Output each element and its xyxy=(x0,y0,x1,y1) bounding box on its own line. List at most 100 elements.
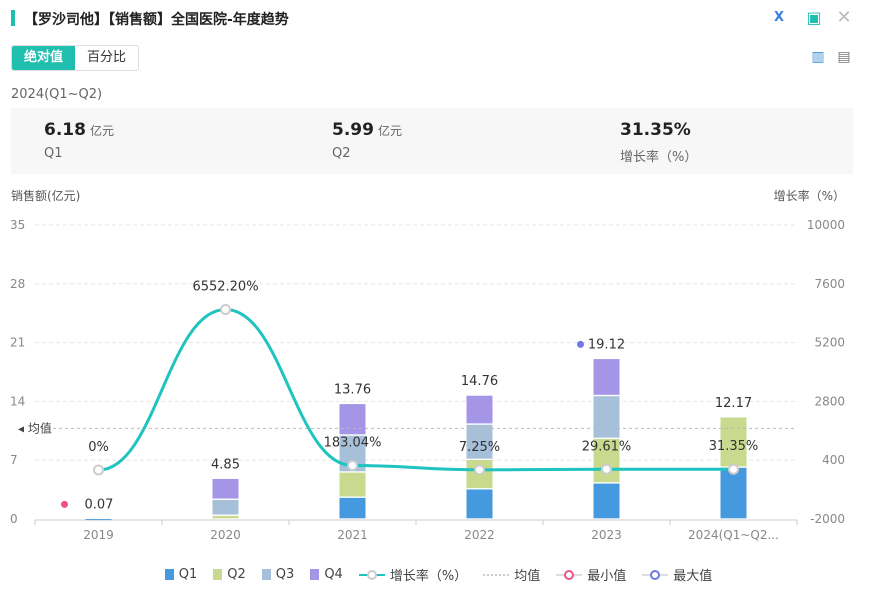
legend-q3[interactable]: Q3 xyxy=(261,565,294,584)
kpi-label: Q2 xyxy=(332,146,351,161)
document-icon[interactable]: ▤ xyxy=(837,49,851,65)
x-tick-label: 2020 xyxy=(210,528,241,542)
total-label: 12.17 xyxy=(715,396,752,411)
growth-line xyxy=(98,307,734,472)
bar-q4 xyxy=(212,478,239,499)
bar-q4 xyxy=(466,395,493,424)
growth-point xyxy=(474,464,485,476)
value-mode-toggle: 绝对值 百分比 xyxy=(11,45,140,71)
y-tick-label: 21 xyxy=(10,336,25,350)
legend-max-icon xyxy=(642,569,669,580)
growth-label: 0% xyxy=(88,440,109,455)
x-tick-label: 2022 xyxy=(464,528,495,542)
legend-swatch xyxy=(261,569,271,580)
x-tick-label: 2021 xyxy=(337,528,368,542)
toggle-absolute[interactable]: 绝对值 xyxy=(12,46,76,70)
close-icon[interactable]: ✕ xyxy=(836,7,852,28)
bar-q3 xyxy=(212,499,239,515)
legend-swatch xyxy=(310,569,320,580)
x-tick-label: 2024(Q1~Q2... xyxy=(688,528,779,542)
kpi-q1: 6.18 亿元 Q1 xyxy=(44,120,114,161)
y-tick-label: 28 xyxy=(10,277,25,291)
bar-q2 xyxy=(720,417,747,467)
kpi-label: Q1 xyxy=(44,146,63,161)
legend-swatch xyxy=(164,569,174,580)
y2-tick-label: 5200 xyxy=(814,336,845,350)
legend-label: Q4 xyxy=(324,567,343,582)
x-tick-label: 2019 xyxy=(83,528,114,542)
min-marker xyxy=(61,500,68,508)
legend-q1[interactable]: Q1 xyxy=(164,565,198,584)
growth-label: 31.35% xyxy=(709,439,759,454)
kpi-value: 6.18 xyxy=(44,120,86,140)
y-tick-label: 7 xyxy=(10,453,18,467)
y2-tick-label: 7600 xyxy=(814,277,845,291)
bar-q2 xyxy=(339,472,366,497)
growth-label: 6552.20% xyxy=(192,279,258,294)
legend-dash-icon xyxy=(483,574,510,575)
kpi-unit: 亿元 xyxy=(89,124,114,138)
bar-q1 xyxy=(339,497,366,519)
legend-growth[interactable]: 增长率（%） xyxy=(358,565,468,584)
x-tick-label: 2023 xyxy=(591,528,622,542)
bar-q1 xyxy=(720,467,747,519)
bar-q3 xyxy=(593,396,620,438)
growth-label: 7.25% xyxy=(459,440,500,455)
growth-point xyxy=(601,463,612,475)
growth-label: 29.61% xyxy=(582,439,632,454)
legend-min[interactable]: 最小值 xyxy=(556,565,626,584)
period-label: 2024(Q1~Q2) xyxy=(11,87,103,102)
bar-q1 xyxy=(85,519,112,521)
chart: 0 7 14 21 28 35 -2000 400 2800 5200 7600 10000 2019 2… xyxy=(10,218,845,542)
growth-point xyxy=(220,303,231,315)
y2-tick-label: 10000 xyxy=(807,218,845,232)
y2-axis-title: 增长率（%） xyxy=(773,189,845,203)
y2-tick-label: 400 xyxy=(822,453,845,467)
kpi-label: 增长率（%） xyxy=(620,150,698,165)
legend-label: 增长率（%） xyxy=(389,569,468,584)
legend-max[interactable]: 最大值 xyxy=(642,565,712,584)
title-accent-bar xyxy=(11,10,15,26)
legend-swatch xyxy=(213,569,223,580)
legend-label: Q2 xyxy=(227,567,246,582)
kpi-growth: 31.35% 增长率（%） xyxy=(620,120,697,165)
total-label: 13.76 xyxy=(334,382,371,397)
kpi-unit: 亿元 xyxy=(377,124,402,138)
image-export-icon[interactable]: ▣ xyxy=(806,8,822,27)
growth-point xyxy=(347,460,358,472)
bar-q4 xyxy=(339,404,366,435)
legend-line-icon xyxy=(358,569,385,580)
y-axis-title: 销售额(亿元) xyxy=(11,189,81,203)
total-label: 14.76 xyxy=(461,374,498,389)
page-title: 【罗沙司他】【销售额】全国医院-年度趋势 xyxy=(24,12,289,28)
legend-label: Q1 xyxy=(178,567,198,582)
mean-label: ◂ 均值 xyxy=(18,420,52,435)
kpi-q2: 5.99 亿元 Q2 xyxy=(332,120,402,161)
excel-export-icon[interactable]: X xyxy=(773,10,785,25)
growth-point xyxy=(728,463,739,475)
legend-label: 最小值 xyxy=(587,569,627,584)
kpi-value: 5.99 xyxy=(332,120,374,140)
total-label: 0.07 xyxy=(85,497,114,512)
kpi-panel: 6.18 亿元 Q1 5.99 亿元 Q2 31.35% 增长率（%） xyxy=(11,108,853,174)
bar-q4 xyxy=(593,359,620,395)
kpi-value: 31.35% xyxy=(620,120,691,140)
y-tick-label: 0 xyxy=(10,512,18,526)
y2-tick-label: -2000 xyxy=(810,512,845,526)
bar-q2 xyxy=(212,515,239,519)
total-label: 4.85 xyxy=(211,457,240,472)
bar-q3 xyxy=(466,424,493,459)
legend-label: 均值 xyxy=(514,569,541,584)
y-tick-label: 14 xyxy=(10,394,25,408)
y2-tick-label: 2800 xyxy=(814,394,845,408)
growth-label: 183.04% xyxy=(324,436,382,451)
bar-chart-icon[interactable]: ▥ xyxy=(811,49,825,65)
bar-q1 xyxy=(466,489,493,519)
legend-mean[interactable]: 均值 xyxy=(483,565,540,584)
max-marker xyxy=(577,340,584,348)
y-tick-label: 35 xyxy=(10,218,25,232)
bar-q2 xyxy=(593,439,620,483)
legend-q4[interactable]: Q4 xyxy=(310,565,343,584)
legend-q2[interactable]: Q2 xyxy=(213,565,246,584)
toggle-percent[interactable]: 百分比 xyxy=(87,50,127,65)
